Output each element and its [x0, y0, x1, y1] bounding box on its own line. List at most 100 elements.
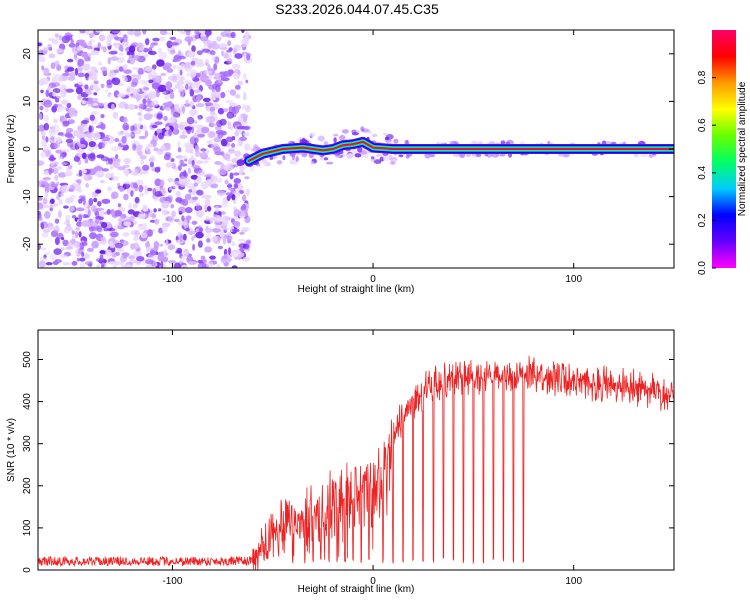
noise-speck — [220, 43, 228, 48]
noise-speck — [244, 176, 250, 180]
noise-speck — [175, 191, 182, 197]
noise-speck — [225, 99, 234, 104]
noise-speck — [168, 216, 174, 223]
noise-speck — [151, 99, 159, 107]
noise-speck — [167, 177, 174, 183]
noise-speck — [214, 73, 222, 78]
noise-speck — [89, 114, 96, 121]
noise-speck — [221, 202, 229, 208]
noise-speck — [246, 53, 251, 61]
noise-speck — [241, 172, 246, 176]
noise-speck — [243, 125, 251, 130]
noise-speck — [113, 44, 120, 48]
noise-speck — [112, 111, 119, 119]
noise-speck — [241, 30, 245, 34]
noise-speck — [76, 207, 84, 212]
noise-speck — [60, 99, 69, 105]
noise-speck — [166, 68, 174, 73]
noise-speck — [205, 230, 212, 239]
noise-speck — [142, 124, 148, 131]
noise-speck — [108, 158, 113, 165]
noise-speck — [196, 50, 203, 55]
noise-speck — [139, 47, 145, 51]
noise-speck — [45, 89, 49, 98]
noise-speck — [220, 91, 226, 99]
noise-speck — [178, 165, 182, 171]
noise-speck — [130, 74, 137, 78]
noise-speck — [201, 126, 210, 134]
noise-speck — [178, 179, 182, 185]
noise-speck — [103, 228, 109, 232]
noise-speck — [43, 67, 50, 76]
noise-speck — [157, 132, 165, 140]
noise-speck — [100, 66, 108, 72]
noise-speck — [159, 36, 166, 42]
noise-speck — [38, 160, 45, 166]
noise-speck — [163, 248, 167, 257]
noise-speck — [84, 63, 91, 71]
noise-speck — [195, 210, 205, 218]
noise-speck — [245, 79, 249, 84]
noise-speck — [194, 61, 201, 68]
noise-speck — [140, 159, 145, 165]
spectrogram-y-tick-label: -10 — [22, 189, 33, 204]
noise-speck — [137, 42, 143, 48]
noise-speck — [74, 131, 81, 136]
spectrogram-y-tick-label: 10 — [22, 95, 33, 107]
noise-speck — [108, 261, 115, 265]
noise-speck — [41, 232, 49, 238]
noise-speck — [117, 166, 126, 171]
noise-speck — [76, 138, 81, 146]
noise-speck — [130, 190, 134, 197]
noise-speck — [62, 120, 70, 127]
noise-speck — [163, 62, 172, 69]
signal-speck — [385, 134, 394, 140]
noise-speck — [110, 208, 115, 216]
noise-speck — [190, 60, 196, 66]
signal-speck — [388, 154, 393, 161]
noise-speck — [196, 72, 201, 79]
noise-speck — [188, 159, 192, 165]
noise-speck — [130, 125, 135, 132]
noise-speck — [165, 162, 173, 168]
noise-speck — [65, 214, 71, 221]
noise-speck — [229, 89, 237, 96]
noise-speck — [173, 167, 179, 172]
noise-speck — [113, 160, 120, 169]
noise-speck — [184, 126, 193, 131]
noise-speck — [228, 47, 233, 52]
noise-speck — [64, 132, 73, 138]
noise-speck — [182, 178, 191, 184]
noise-speck — [181, 215, 185, 222]
signal-speck — [376, 154, 382, 157]
signal-speck — [261, 158, 267, 164]
signal-speck — [393, 138, 399, 144]
noise-speck — [170, 204, 175, 209]
noise-speck — [100, 83, 105, 88]
noise-speck — [170, 158, 175, 163]
signal-speck — [371, 133, 378, 138]
noise-speck — [208, 131, 216, 138]
noise-speck — [78, 198, 83, 204]
noise-speck — [114, 138, 120, 142]
noise-speck — [153, 245, 159, 252]
colorbar-tick-label: 0.6 — [697, 118, 708, 132]
noise-speck — [85, 30, 90, 35]
noise-speck — [191, 236, 195, 242]
noise-speck — [141, 223, 148, 231]
noise-speck — [137, 150, 143, 156]
noise-speck — [93, 197, 98, 203]
noise-speck — [47, 43, 52, 51]
noise-speck — [217, 132, 224, 139]
noise-speck — [189, 230, 196, 235]
noise-speck — [237, 71, 241, 76]
noise-speck — [226, 162, 234, 171]
noise-speck — [180, 31, 188, 35]
noise-speck — [146, 246, 151, 253]
colorbar-tick-label: 0.2 — [697, 213, 708, 227]
noise-speck — [216, 36, 222, 42]
noise-speck — [209, 50, 216, 56]
signal-speck — [295, 156, 299, 162]
noise-speck — [67, 140, 75, 148]
noise-speck — [90, 220, 96, 226]
